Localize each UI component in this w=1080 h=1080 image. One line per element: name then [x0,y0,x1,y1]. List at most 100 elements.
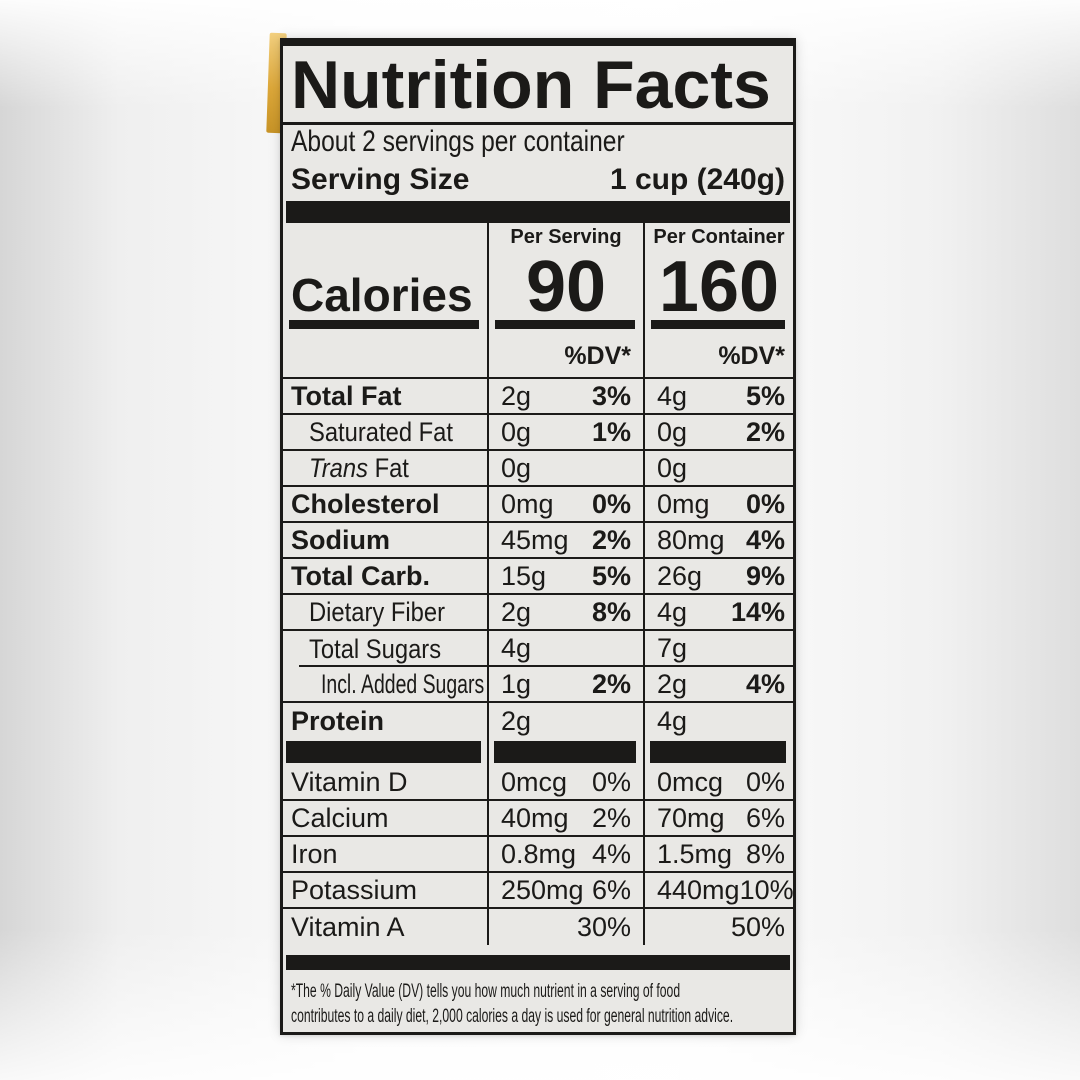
per-serving-dv: 2% [591,524,631,555]
per-serving-amount: 1g [501,668,532,699]
per-serving-amount: 4g [501,632,532,663]
per-container-dv: 6% [745,802,785,833]
micronutrient-row-potassium: Potassium 250mg 6% 440mg 10% [283,873,794,909]
footnote-line-2: contributes to a daily diet, 2,000 calor… [291,1006,734,1027]
per-serving-amount: 40mg [501,802,569,833]
per-serving-amount: 2g [501,380,532,411]
per-container-amount: 440mg [657,874,740,905]
per-container-dv: 0% [745,488,785,519]
nutrient-row-cholesterol: Cholesterol 0mg 0% 0mg 0% [283,487,793,523]
per-container-dv: 14% [730,596,785,627]
per-container-amount: 1.5mg [657,838,733,869]
nutrient-label: Total Fat [291,380,402,411]
per-container-amount: 4g [657,380,688,411]
micronutrient-row-calcium: Calcium 40mg 2% 70mg 6% [283,801,793,837]
per-serving-amount: 250mg [501,874,584,905]
per-serving-amount: 0g [501,452,532,483]
nutrient-label: Trans Fat [309,452,409,483]
label-title: Nutrition Facts [291,47,771,123]
per-container-amount: 0g [657,416,688,447]
nutrient-label: Dietary Fiber [309,596,446,627]
per-serving-amount: 0g [501,416,532,447]
per-container-amount: 80mg [657,524,725,555]
per-container-amount: 0mg [657,488,710,519]
calories-underline-bar [495,320,635,329]
nutrient-label: Cholesterol [291,488,440,519]
per-container-amount: 0mcg [657,766,724,797]
per-serving-amount: 0mcg [501,766,568,797]
divider-bar-segment [494,741,636,763]
per-serving-amount: 15g [501,560,547,591]
serving-size-label: Serving Size [291,163,470,196]
nutrient-label: Total Sugars [309,633,442,664]
nutrient-label: Calcium [291,802,389,833]
micronutrient-row-iron: Iron 0.8mg 4% 1.5mg 8% [283,837,793,873]
nutrient-label: Sodium [291,524,390,555]
thick-divider-bottom [286,955,790,970]
per-serving-dv: 2% [591,668,631,699]
thick-divider-split [283,739,793,765]
per-container-amount: 4g [657,596,688,627]
per-container-dv: 8% [745,838,785,869]
per-serving-dv: 8% [591,596,631,627]
nutrient-label: Vitamin D [291,766,408,797]
thick-divider-top [286,201,790,223]
micronutrient-row-vitamin-d: Vitamin D 0mcg 0% 0mcg 0% [283,765,793,801]
per-serving-dv: 2% [591,802,631,833]
per-container-dv: 5% [745,380,785,411]
calories-section: Calories Per Serving 90 Per Container 16… [283,223,793,335]
per-serving-dv: 0% [591,766,631,797]
divider-bar-segment [286,741,481,763]
nutrient-row-total-sugars: Total Sugars 4g 7g [283,631,793,667]
per-container-amount: 2g [657,668,688,699]
per-serving-dv: 1% [591,416,631,447]
calories-per-container-value: 160 [658,247,780,328]
nutrient-label: Iron [291,838,338,869]
per-serving-amount: 0.8mg [501,838,577,869]
nutrient-label: Potassium [291,874,418,905]
per-container-dv: 4% [745,668,785,699]
nutrient-row-added-sugars: Incl. Added Sugars 1g 2% 2g 4% [283,667,793,703]
per-container-dv: 9% [745,560,785,591]
nutrient-row-total-carb: Total Carb. 15g 5% 26g 9% [283,559,793,595]
footnote: *The % Daily Value (DV) tells you how mu… [283,970,793,1029]
calories-label: Calories [291,269,473,321]
nutrient-label: Total Carb. [291,560,431,591]
nutrient-row-protein: Protein 2g 4g [283,703,793,739]
footnote-line-1: *The % Daily Value (DV) tells you how mu… [291,981,681,1002]
nutrient-row-dietary-fiber: Dietary Fiber 2g 8% 4g 14% [283,595,793,631]
per-container-amount: 70mg [657,802,725,833]
micronutrient-row-vitamin-a: Vitamin A 30% 50% [283,909,793,945]
per-container-dv: 10% [739,874,794,905]
servings-per-container-text: About 2 servings per container [291,125,625,158]
daily-value-header-row: %DV* %DV* [283,335,793,379]
per-serving-dv: 3% [591,380,631,411]
per-container-dv: 2% [745,416,785,447]
per-container-amount: 4g [657,705,688,736]
servings-row: About 2 servings per container [283,125,793,159]
per-container-header: Per Container [653,226,785,248]
nutrient-label: Incl. Added Sugars [321,668,485,699]
nutrient-label: Saturated Fat [309,416,453,447]
dv-header-per-container: %DV* [718,341,785,370]
nutrition-facts-label: Nutrition Facts About 2 servings per con… [280,38,796,1035]
dv-header-per-serving: %DV* [564,341,631,370]
per-serving-amount: 45mg [501,524,569,555]
title-section: Nutrition Facts [283,46,793,125]
per-container-amount: 26g [657,560,703,591]
per-serving-dv: 0% [591,488,631,519]
per-serving-amount: 0mg [501,488,554,519]
per-serving-dv: 5% [591,560,631,591]
per-container-amount: 0g [657,452,688,483]
divider-bar-segment [650,741,786,763]
per-serving-amount: 2g [501,596,532,627]
calories-underline-bar [651,320,785,329]
nutrient-row-saturated-fat: Saturated Fat 0g 1% 0g 2% [283,415,793,451]
serving-size-value: 1 cup (240g) [609,163,785,196]
per-serving-dv: 6% [591,874,631,905]
per-serving-dv: 4% [591,838,631,869]
serving-size-row: Serving Size 1 cup (240g) [283,159,793,201]
nutrient-label: Vitamin A [291,911,405,942]
per-container-amount: 7g [657,632,688,663]
